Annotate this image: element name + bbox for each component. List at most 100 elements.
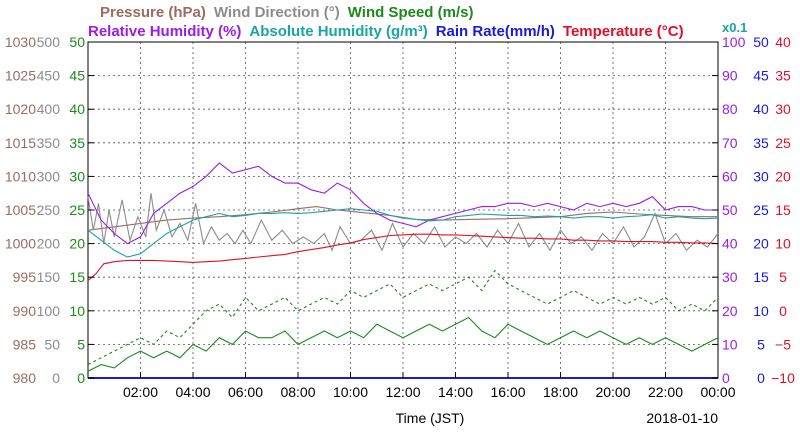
right-axis-tick-label: 5 [757, 336, 765, 352]
abs-humidity-multiplier: x0.1 [722, 20, 747, 35]
right-axis-tick-label: 25 [753, 202, 769, 218]
left-axis-tick-label: 500 [37, 34, 61, 50]
left-axis-tick-label: 40 [69, 101, 85, 117]
left-axis-tick-label: 10 [69, 303, 85, 319]
right-axis-tick-label: 10 [753, 303, 769, 319]
x-axis-tick-label: 08:00 [280, 384, 315, 400]
left-axis-tick-label: 400 [37, 101, 61, 117]
right-axis-tick-label: 60 [722, 168, 738, 184]
right-axis-tick-label: 35 [753, 135, 769, 151]
right-axis-tick-label: 40 [753, 101, 769, 117]
right-axis-tick-label: 45 [753, 68, 769, 84]
left-axis-tick-label: 100 [37, 303, 61, 319]
legend-entry: Pressure (hPa) [100, 4, 206, 21]
right-axis-tick-label: 10 [722, 336, 738, 352]
right-axis-tick-label: 20 [753, 236, 769, 252]
right-axis-tick-label: 30 [753, 168, 769, 184]
legend-entry: Relative Humidity (%) [88, 23, 241, 40]
grid [88, 42, 718, 378]
series-line [87, 233, 719, 282]
legend-entry: Temperature (°C) [563, 23, 684, 40]
right-axis-tick-label: −5 [775, 336, 791, 352]
left-axis-tick-label: 1030 [5, 34, 36, 50]
left-axis-tick-label: 250 [37, 202, 61, 218]
x-axis-tick-label: 06:00 [228, 384, 263, 400]
series-layer [87, 162, 719, 379]
right-axis-tick-label: 80 [722, 101, 738, 117]
right-axis-tick-label: 100 [722, 34, 746, 50]
left-axis-tick-label: 350 [37, 135, 61, 151]
right-axis-tick-label: 10 [775, 236, 791, 252]
legend: Pressure (hPa) Wind Direction (°) Wind Spe… [88, 4, 747, 40]
left-axis-tick-label: 20 [69, 236, 85, 252]
left-axis-tick-label: 1005 [5, 202, 36, 218]
series-line [87, 206, 718, 231]
left-axis-tick-label: 1010 [5, 168, 36, 184]
x-axis-tick-label: 18:00 [543, 384, 578, 400]
left-axis-tick-label: 30 [69, 168, 85, 184]
legend-entry: Wind Speed (m/s) [348, 4, 474, 21]
x-axis-tick-label: 12:00 [385, 384, 420, 400]
left-axis-tick-label: 0 [77, 370, 85, 386]
left-axis-tick-label: 980 [13, 370, 37, 386]
x-axis-tick-label: 02:00 [123, 384, 158, 400]
left-axis-tick-label: 50 [44, 336, 60, 352]
right-axis-tick-label: 30 [722, 269, 738, 285]
x-axis-tick-label: 14:00 [438, 384, 473, 400]
right-axis-tick-label: 90 [722, 68, 738, 84]
right-axis-tick-label: 5 [779, 269, 787, 285]
series-line [87, 316, 719, 372]
right-axis-tick-label: 35 [775, 68, 791, 84]
left-axis-tick-label: 1025 [5, 68, 36, 84]
x-axis-tick-label: 00:00 [700, 384, 735, 400]
x-axis-title: Time (JST) [396, 410, 465, 426]
left-axis-tick-label: 45 [69, 68, 85, 84]
x-axis-tick-label: 16:00 [490, 384, 525, 400]
left-axis-tick-label: 300 [37, 168, 61, 184]
legend-entry: Rain Rate(mm/h) [436, 23, 555, 40]
x-axis-tick-label: 20:00 [595, 384, 630, 400]
left-axis-tick-label: 25 [69, 202, 85, 218]
right-axis-tick-label: 0 [779, 303, 787, 319]
left-axis-tick-label: 35 [69, 135, 85, 151]
right-axis-tick-label: −10 [771, 370, 795, 386]
left-axis-tick-label: 990 [13, 303, 37, 319]
right-axis-tick-label: 30 [775, 101, 791, 117]
left-axis-tick-label: 50 [69, 34, 85, 50]
right-axis-tick-label: 0 [757, 370, 765, 386]
x-axis-tick-label: 04:00 [175, 384, 210, 400]
left-axis-tick-label: 450 [37, 68, 61, 84]
x-axis: 02:00 04:00 06:00 08:00 10:00 12:00 14:00 16:00… [123, 372, 736, 426]
left-axis-tick-label: 1020 [5, 101, 36, 117]
right-axis-tick-label: 20 [775, 168, 791, 184]
legend-entry: Wind Direction (°) [214, 4, 340, 21]
right-axis-tick-label: 40 [722, 236, 738, 252]
left-axis-tick-label: 5 [77, 336, 85, 352]
left-axis-tick-label: 995 [13, 269, 37, 285]
left-axes: 1030102510201015101010051000995990985980… [5, 34, 94, 386]
left-axis-tick-label: 15 [69, 269, 85, 285]
left-axis-tick-label: 150 [37, 269, 61, 285]
date-label: 2018-01-10 [646, 410, 718, 426]
right-axis-tick-label: 50 [753, 34, 769, 50]
right-axis-tick-label: 15 [775, 202, 791, 218]
right-axis-tick-label: 15 [753, 269, 769, 285]
series-line [87, 208, 719, 258]
left-axis-tick-label: 985 [13, 336, 37, 352]
right-axis-tick-label: 20 [722, 303, 738, 319]
right-axis-tick-label: 70 [722, 135, 738, 151]
legend-entry: Absolute Humidity (g/m³) [249, 23, 427, 40]
right-axis-tick-label: 0 [722, 370, 730, 386]
x-axis-tick-label: 22:00 [648, 384, 683, 400]
right-axis-tick-label: 25 [775, 135, 791, 151]
series-line [87, 269, 719, 366]
left-axis-tick-label: 0 [52, 370, 60, 386]
right-axis-tick-label: 50 [722, 202, 738, 218]
right-axes: 1009080706050403020100504540353025201510… [712, 34, 795, 386]
left-axis-tick-label: 200 [37, 236, 61, 252]
series-line [87, 162, 718, 245]
right-axis-tick-label: 40 [775, 34, 791, 50]
left-axis-tick-label: 1015 [5, 135, 36, 151]
